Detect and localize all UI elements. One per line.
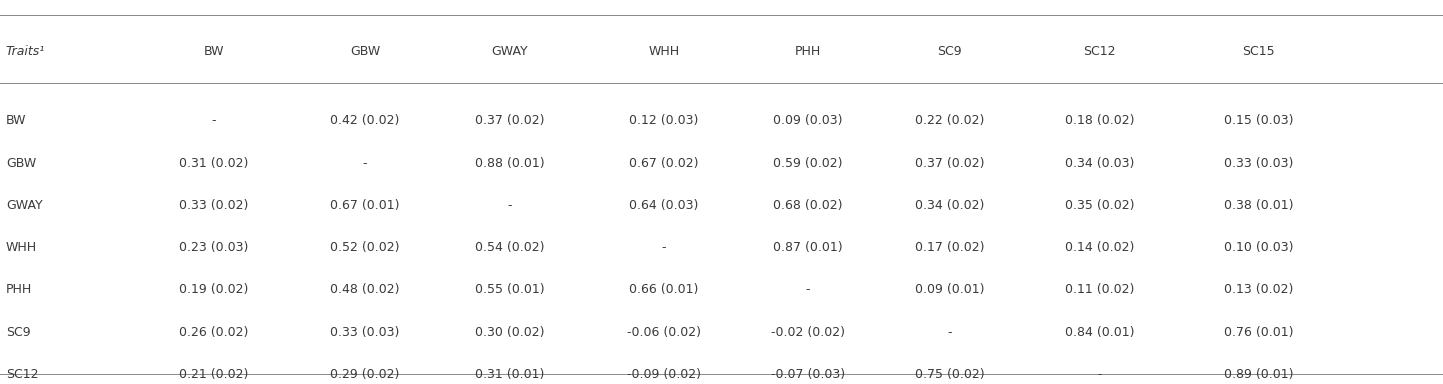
- Text: 0.26 (0.02): 0.26 (0.02): [179, 326, 248, 339]
- Text: Traits¹: Traits¹: [6, 45, 45, 58]
- Text: 0.33 (0.03): 0.33 (0.03): [1224, 157, 1293, 170]
- Text: 0.48 (0.02): 0.48 (0.02): [330, 283, 400, 296]
- Text: SC9: SC9: [937, 45, 962, 58]
- Text: 0.09 (0.01): 0.09 (0.01): [915, 283, 984, 296]
- Text: 0.52 (0.02): 0.52 (0.02): [330, 241, 400, 254]
- Text: 0.38 (0.01): 0.38 (0.01): [1224, 199, 1293, 212]
- Text: -: -: [805, 283, 811, 296]
- Text: -: -: [211, 114, 216, 127]
- Text: -: -: [362, 157, 368, 170]
- Text: -: -: [506, 199, 512, 212]
- Text: -: -: [1097, 368, 1102, 381]
- Text: 0.59 (0.02): 0.59 (0.02): [773, 157, 843, 170]
- Text: BW: BW: [203, 45, 224, 58]
- Text: 0.12 (0.03): 0.12 (0.03): [629, 114, 698, 127]
- Text: WHH: WHH: [6, 241, 38, 254]
- Text: 0.84 (0.01): 0.84 (0.01): [1065, 326, 1134, 339]
- Text: GBW: GBW: [6, 157, 36, 170]
- Text: 0.13 (0.02): 0.13 (0.02): [1224, 283, 1293, 296]
- Text: 0.21 (0.02): 0.21 (0.02): [179, 368, 248, 381]
- Text: 0.22 (0.02): 0.22 (0.02): [915, 114, 984, 127]
- Text: SC9: SC9: [6, 326, 30, 339]
- Text: 0.37 (0.02): 0.37 (0.02): [475, 114, 544, 127]
- Text: WHH: WHH: [648, 45, 680, 58]
- Text: 0.31 (0.02): 0.31 (0.02): [179, 157, 248, 170]
- Text: 0.67 (0.02): 0.67 (0.02): [629, 157, 698, 170]
- Text: 0.14 (0.02): 0.14 (0.02): [1065, 241, 1134, 254]
- Text: 0.09 (0.03): 0.09 (0.03): [773, 114, 843, 127]
- Text: 0.33 (0.03): 0.33 (0.03): [330, 326, 400, 339]
- Text: 0.23 (0.03): 0.23 (0.03): [179, 241, 248, 254]
- Text: GWAY: GWAY: [491, 45, 528, 58]
- Text: -: -: [947, 326, 952, 339]
- Text: 0.54 (0.02): 0.54 (0.02): [475, 241, 544, 254]
- Text: 0.15 (0.03): 0.15 (0.03): [1224, 114, 1293, 127]
- Text: 0.76 (0.01): 0.76 (0.01): [1224, 326, 1293, 339]
- Text: -0.07 (0.03): -0.07 (0.03): [771, 368, 846, 381]
- Text: 0.37 (0.02): 0.37 (0.02): [915, 157, 984, 170]
- Text: 0.67 (0.01): 0.67 (0.01): [330, 199, 400, 212]
- Text: GBW: GBW: [351, 45, 380, 58]
- Text: 0.11 (0.02): 0.11 (0.02): [1065, 283, 1134, 296]
- Text: 0.55 (0.01): 0.55 (0.01): [475, 283, 544, 296]
- Text: 0.19 (0.02): 0.19 (0.02): [179, 283, 248, 296]
- Text: 0.66 (0.01): 0.66 (0.01): [629, 283, 698, 296]
- Text: GWAY: GWAY: [6, 199, 42, 212]
- Text: 0.64 (0.03): 0.64 (0.03): [629, 199, 698, 212]
- Text: 0.33 (0.02): 0.33 (0.02): [179, 199, 248, 212]
- Text: 0.30 (0.02): 0.30 (0.02): [475, 326, 544, 339]
- Text: 0.35 (0.02): 0.35 (0.02): [1065, 199, 1134, 212]
- Text: 0.17 (0.02): 0.17 (0.02): [915, 241, 984, 254]
- Text: -0.09 (0.02): -0.09 (0.02): [626, 368, 701, 381]
- Text: 0.34 (0.03): 0.34 (0.03): [1065, 157, 1134, 170]
- Text: 0.29 (0.02): 0.29 (0.02): [330, 368, 400, 381]
- Text: -0.06 (0.02): -0.06 (0.02): [626, 326, 701, 339]
- Text: 0.34 (0.02): 0.34 (0.02): [915, 199, 984, 212]
- Text: SC12: SC12: [1084, 45, 1115, 58]
- Text: PHH: PHH: [6, 283, 32, 296]
- Text: 0.31 (0.01): 0.31 (0.01): [475, 368, 544, 381]
- Text: 0.87 (0.01): 0.87 (0.01): [773, 241, 843, 254]
- Text: 0.88 (0.01): 0.88 (0.01): [475, 157, 544, 170]
- Text: PHH: PHH: [795, 45, 821, 58]
- Text: SC12: SC12: [6, 368, 39, 381]
- Text: -0.02 (0.02): -0.02 (0.02): [771, 326, 846, 339]
- Text: 0.75 (0.02): 0.75 (0.02): [915, 368, 984, 381]
- Text: SC15: SC15: [1242, 45, 1274, 58]
- Text: 0.18 (0.02): 0.18 (0.02): [1065, 114, 1134, 127]
- Text: 0.68 (0.02): 0.68 (0.02): [773, 199, 843, 212]
- Text: 0.10 (0.03): 0.10 (0.03): [1224, 241, 1293, 254]
- Text: -: -: [661, 241, 667, 254]
- Text: 0.89 (0.01): 0.89 (0.01): [1224, 368, 1293, 381]
- Text: BW: BW: [6, 114, 26, 127]
- Text: 0.42 (0.02): 0.42 (0.02): [330, 114, 400, 127]
